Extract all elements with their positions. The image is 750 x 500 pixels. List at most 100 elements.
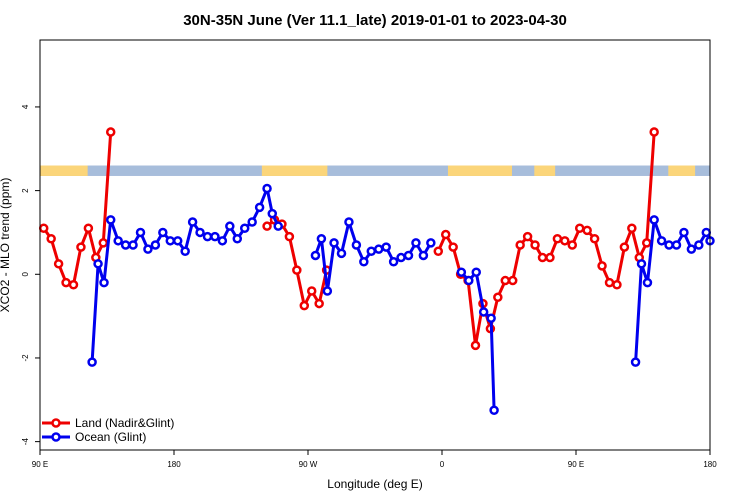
- y-tick-label: 4: [21, 104, 30, 109]
- data-point: [93, 259, 103, 269]
- data-point: [187, 217, 198, 227]
- y-axis-ticks: -4 -2 0 2 4: [21, 104, 40, 445]
- land-band-segment: [261, 165, 328, 176]
- data-point: [38, 223, 49, 234]
- data-point: [99, 277, 109, 288]
- data-point: [262, 221, 272, 231]
- data-point: [448, 242, 458, 252]
- data-point: [537, 252, 548, 263]
- series-land: [38, 127, 659, 351]
- data-point: [351, 240, 362, 250]
- data-point: [649, 127, 659, 137]
- data-point: [560, 236, 570, 246]
- data-point: [150, 240, 161, 250]
- data-point: [61, 277, 71, 288]
- data-point: [574, 223, 585, 234]
- data-point: [314, 298, 324, 309]
- data-point: [254, 202, 265, 213]
- data-point: [552, 233, 563, 244]
- data-point: [68, 279, 79, 290]
- data-point: [225, 221, 235, 231]
- data-point: [210, 231, 220, 242]
- data-point: [46, 233, 56, 244]
- series-line: [42, 131, 113, 287]
- y-tick-label: -2: [21, 354, 30, 362]
- data-point: [217, 236, 228, 246]
- legend-marker: [51, 432, 61, 442]
- data-point: [113, 236, 123, 246]
- data-point: [180, 246, 190, 257]
- data-point: [671, 240, 682, 250]
- data-point: [158, 227, 168, 238]
- data-point: [686, 244, 697, 254]
- data-point: [381, 242, 391, 252]
- data-point: [649, 215, 659, 225]
- surface-band: [40, 165, 710, 176]
- legend-label: Ocean (Glint): [75, 430, 146, 444]
- data-point: [98, 238, 109, 248]
- data-point: [143, 244, 153, 254]
- legend: Land (Nadir&Glint)Ocean (Glint): [42, 416, 174, 444]
- data-point: [105, 215, 116, 225]
- data-point: [642, 277, 653, 288]
- y-tick-label: -4: [21, 438, 30, 446]
- chart-title: 30N-35N June (Ver 11.1_late) 2019-01-01 …: [183, 12, 567, 29]
- data-point: [53, 259, 64, 269]
- x-tick-label: 180: [703, 460, 717, 469]
- y-tick-label: 0: [21, 272, 30, 277]
- data-point: [597, 261, 607, 271]
- data-point: [316, 233, 327, 244]
- y-tick-label: 2: [21, 188, 30, 193]
- data-point: [403, 250, 414, 261]
- data-point: [679, 227, 689, 238]
- data-point: [310, 250, 321, 261]
- data-point: [299, 300, 310, 311]
- series-ocean: [87, 183, 715, 416]
- data-point: [329, 238, 339, 248]
- x-axis-ticks: 90 E 180 90 W 0 90 E 180: [32, 450, 717, 469]
- data-point: [493, 292, 503, 303]
- data-point: [247, 217, 257, 227]
- data-point: [388, 256, 399, 267]
- data-point: [515, 240, 525, 250]
- data-point: [664, 240, 674, 250]
- data-point: [165, 236, 176, 246]
- data-point: [426, 238, 436, 248]
- data-point: [589, 233, 600, 244]
- data-point: [76, 242, 86, 252]
- data-point: [306, 286, 317, 296]
- data-point: [464, 275, 474, 286]
- data-point: [604, 277, 615, 288]
- legend-item: Ocean (Glint): [42, 430, 146, 444]
- data-point: [582, 225, 592, 236]
- data-point: [630, 357, 641, 367]
- data-point: [120, 240, 131, 250]
- data-point: [545, 252, 555, 263]
- data-point: [500, 275, 511, 286]
- data-point: [478, 307, 489, 317]
- data-point: [128, 240, 138, 250]
- x-tick-label: 180: [167, 460, 181, 469]
- data-point: [344, 217, 354, 227]
- ocean-band: [40, 165, 710, 176]
- land-band-segment: [668, 165, 696, 176]
- data-point: [411, 238, 421, 248]
- data-point: [486, 313, 496, 323]
- data-point: [396, 252, 406, 263]
- data-point: [619, 242, 630, 252]
- data-point: [456, 267, 467, 277]
- data-point: [267, 208, 278, 219]
- land-band-segment: [447, 165, 512, 176]
- data-point: [507, 275, 518, 286]
- data-point: [567, 240, 578, 250]
- series-line: [90, 187, 280, 363]
- data-point: [471, 267, 481, 277]
- series-line: [266, 218, 329, 308]
- data-point: [135, 227, 146, 238]
- data-point: [433, 246, 444, 257]
- data-point: [656, 236, 667, 246]
- data-point: [694, 240, 704, 250]
- data-point: [202, 231, 213, 242]
- data-point: [262, 183, 272, 194]
